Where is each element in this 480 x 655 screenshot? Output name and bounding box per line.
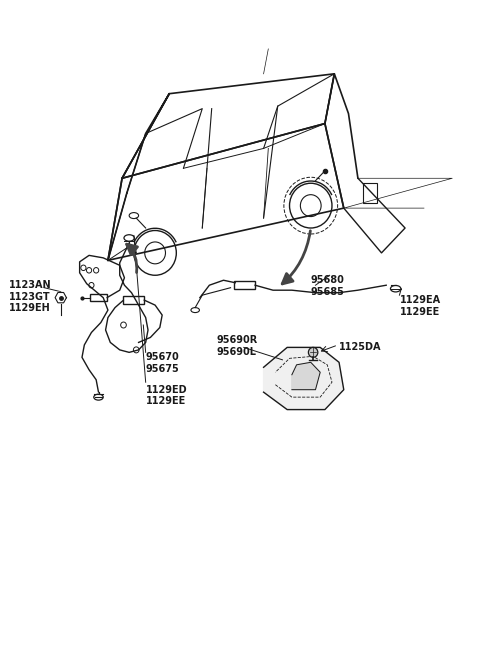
Text: 95670
95675: 95670 95675 — [145, 352, 180, 374]
Text: 1129EA
1129EE: 1129EA 1129EE — [400, 295, 442, 317]
Text: 1123AN
1123GT
1129EH: 1123AN 1123GT 1129EH — [9, 280, 51, 314]
Text: 95680
95685: 95680 95685 — [311, 275, 345, 297]
Polygon shape — [264, 347, 344, 409]
Text: 1125DA: 1125DA — [339, 343, 382, 352]
Polygon shape — [55, 293, 66, 303]
Circle shape — [308, 347, 318, 358]
Text: 95690R
95690L: 95690R 95690L — [216, 335, 258, 356]
Polygon shape — [292, 362, 320, 390]
Text: 1129ED
1129EE: 1129ED 1129EE — [145, 384, 187, 406]
